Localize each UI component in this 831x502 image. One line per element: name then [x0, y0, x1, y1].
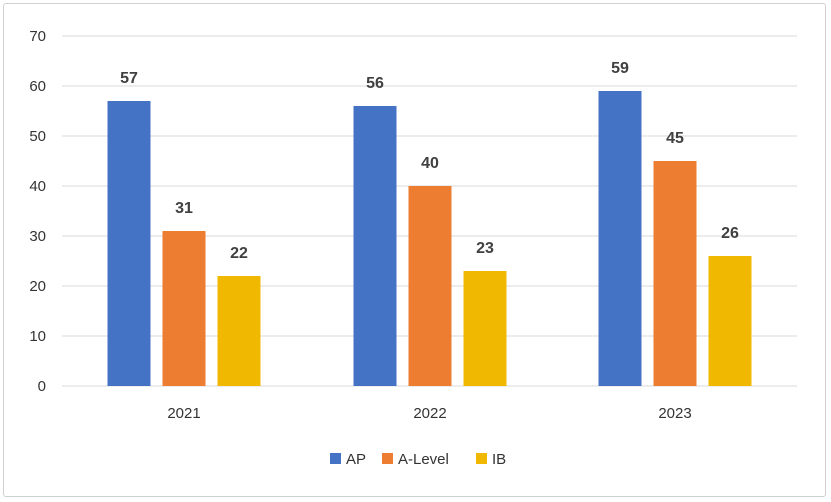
bars	[107, 91, 752, 386]
y-tick-label: 10	[29, 328, 46, 345]
legend: AP A-Level IB	[330, 451, 506, 468]
x-axis-categories: 2021 2022 2023	[167, 405, 691, 422]
bar-ib-2021	[217, 276, 261, 386]
data-label: 56	[366, 75, 384, 92]
y-tick-label: 40	[29, 178, 46, 195]
data-label: 31	[175, 200, 193, 217]
data-label: 45	[666, 130, 684, 147]
data-label: 23	[476, 240, 494, 257]
legend-label: A-Level	[398, 451, 449, 468]
legend-swatch	[382, 453, 393, 464]
bar-ib-2023	[708, 256, 752, 386]
y-tick-label: 30	[29, 228, 46, 245]
y-tick-label: 0	[38, 378, 46, 395]
y-tick-label: 20	[29, 278, 46, 295]
data-label: 22	[230, 245, 248, 262]
x-category-label: 2021	[167, 405, 200, 422]
y-axis-ticks: 0 10 20 30 40 50 60 70	[29, 28, 46, 395]
data-label: 26	[721, 225, 739, 242]
legend-item-ap: AP	[330, 451, 366, 468]
bar-ap-2023	[598, 91, 642, 386]
x-category-label: 2022	[413, 405, 446, 422]
y-tick-label: 60	[29, 78, 46, 95]
legend-swatch	[330, 453, 341, 464]
bar-ib-2022	[463, 271, 507, 386]
legend-label: IB	[492, 451, 506, 468]
legend-item-ib: IB	[476, 451, 506, 468]
bar-ap-2021	[107, 101, 151, 386]
y-tick-label: 50	[29, 128, 46, 145]
data-label: 59	[611, 60, 629, 77]
data-label: 40	[421, 155, 439, 172]
legend-item-a-level: A-Level	[382, 451, 449, 468]
x-category-label: 2023	[658, 405, 691, 422]
bar-a-level-2023	[653, 161, 697, 386]
legend-swatch	[476, 453, 487, 464]
data-labels: 57 31 22 56 40 23 59 45 26	[120, 60, 739, 262]
bar-a-level-2021	[162, 231, 206, 386]
bar-ap-2022	[353, 106, 397, 386]
data-label: 57	[120, 70, 138, 87]
y-tick-label: 70	[29, 28, 46, 45]
legend-label: AP	[346, 451, 366, 468]
bar-a-level-2022	[408, 186, 452, 386]
